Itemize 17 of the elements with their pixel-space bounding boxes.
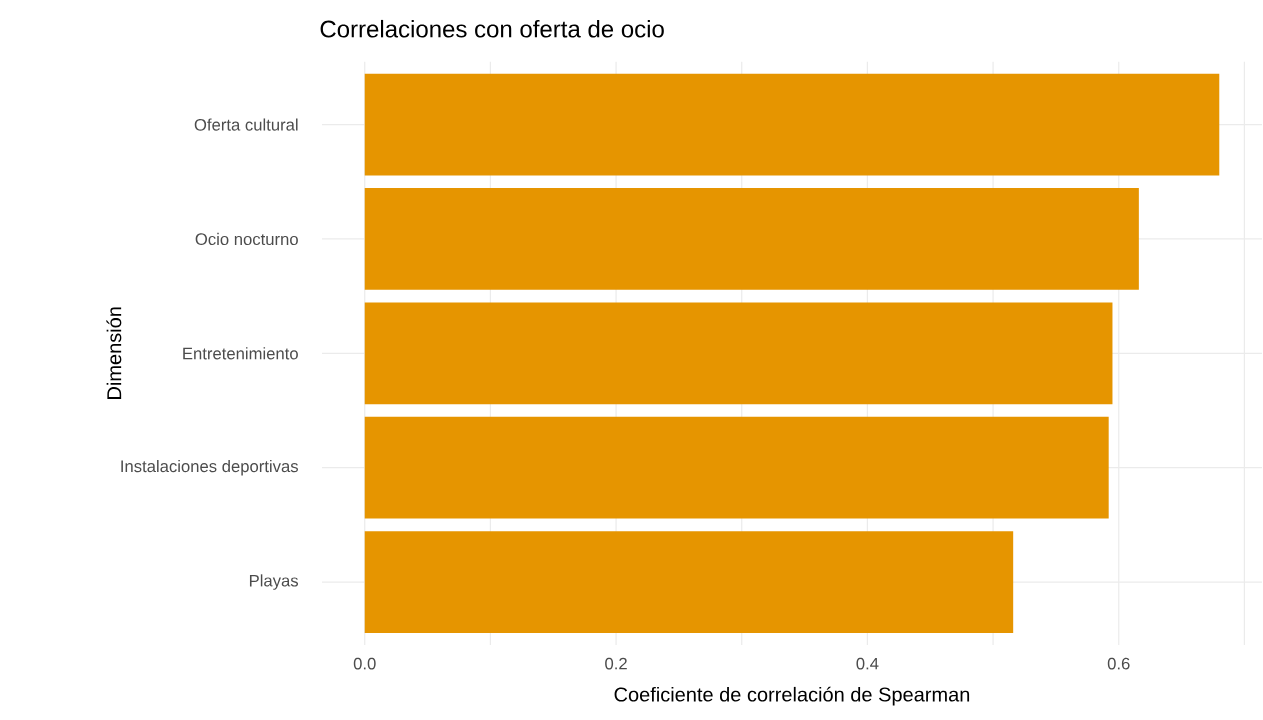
x-tick-label: 0.4 [856, 657, 879, 670]
bar [364, 73, 1220, 176]
y-axis-title: Dimensión [106, 307, 122, 399]
chart-title: Correlaciones con oferta de ocio [320, 19, 664, 38]
bar [364, 302, 1113, 405]
y-tick-label: Instalaciones deportivas [121, 459, 298, 476]
bar [364, 531, 1014, 633]
y-tick-label: Playas [249, 574, 299, 590]
bar [364, 416, 1109, 519]
bar [364, 188, 1139, 290]
y-tick-label: Entretenimiento [183, 347, 298, 360]
y-tick-label: Oferta cultural [194, 118, 298, 131]
y-tick-label: Ocio nocturno [195, 232, 298, 246]
x-tick-label: 0.6 [1107, 657, 1130, 670]
x-tick-label: 0.0 [353, 657, 376, 670]
x-tick-label: 0.2 [605, 657, 627, 670]
x-axis-title: Coeficiente de correlación de Spearman [614, 686, 970, 706]
